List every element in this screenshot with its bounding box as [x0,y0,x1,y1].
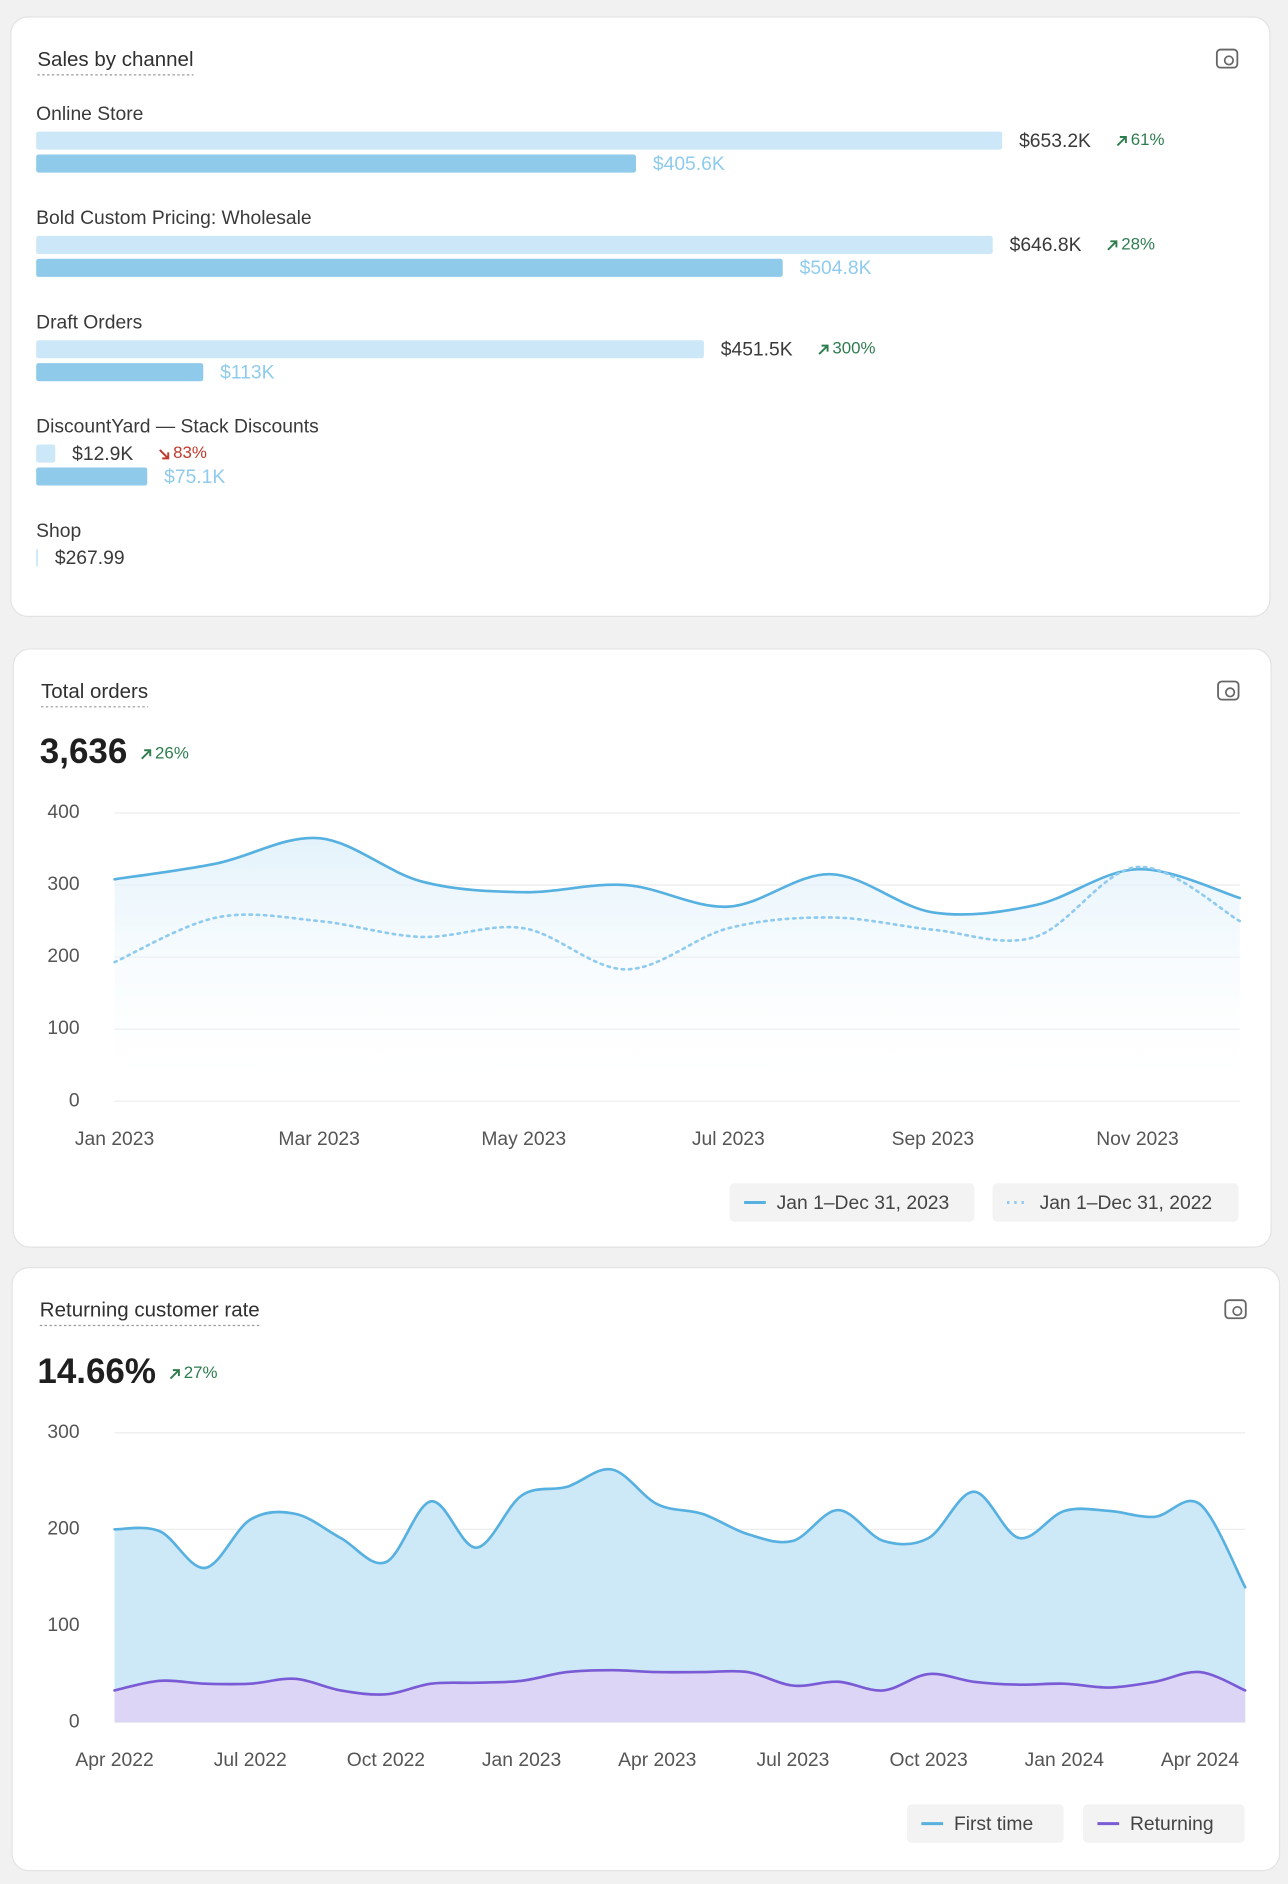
legend-item[interactable]: First time [906,1804,1064,1843]
x-tick-label: Apr 2022 [75,1750,153,1771]
legend-label: Returning [1130,1814,1214,1835]
change-arrow [818,344,829,355]
legend-label: First time [954,1814,1033,1835]
area-fill [114,1469,1246,1723]
change-arrow [141,749,152,760]
bar [36,258,783,277]
bar [36,467,148,486]
card-title: Sales by channel [37,48,193,71]
legend-box [992,1183,1239,1222]
category-label: Shop [36,521,81,542]
icon[interactable] [1224,1299,1247,1320]
change-label: 28% [1121,234,1155,253]
card-title: Total orders [41,680,148,703]
bar [36,235,993,254]
y-tick-label: 300 [47,1422,79,1443]
card [10,16,1271,617]
category-label: Draft Orders [36,312,142,333]
change-label: 26% [155,743,189,762]
value-label: $113K [220,362,274,383]
series-line [113,1668,1247,1696]
bar [36,131,1003,150]
y-tick-label: 300 [47,874,79,895]
x-tick-label: Nov 2023 [1096,1129,1179,1150]
value-label: $504.8K [800,258,872,279]
icon[interactable] [1217,680,1240,701]
x-tick-label: Sep 2023 [892,1129,975,1150]
value-label: $646.8K [1010,235,1082,256]
y-tick-label: 100 [47,1018,79,1039]
x-tick-label: Oct 2023 [889,1750,967,1771]
change-arrow [159,449,170,460]
x-tick-label: Mar 2023 [278,1129,359,1150]
area-fill [114,837,1240,1102]
change-arrow [1107,240,1118,251]
x-tick-label: Apr 2023 [618,1750,696,1771]
icon[interactable] [1215,48,1239,69]
legend-label: Jan 1–Dec 31, 2023 [777,1193,950,1214]
value-label: $75.1K [164,467,225,488]
legend-item[interactable]: Jan 1–Dec 31, 2023 [729,1183,975,1222]
bar [36,340,704,359]
value-label: $451.5K [721,340,793,361]
series-line [113,1467,1247,1589]
series-line [113,836,1242,916]
value-label: $653.2K [1019,131,1091,152]
legend-item[interactable]: Jan 1–Dec 31, 2022 [992,1183,1239,1222]
value-label: $405.6K [653,154,725,175]
y-tick-label: 200 [47,1518,79,1539]
legend-box [906,1804,1064,1843]
change-label: 300% [832,339,875,358]
value-label: $12.9K [72,444,133,465]
x-tick-label: Jul 2022 [214,1750,287,1771]
x-tick-label: Jul 2023 [756,1750,829,1771]
category-label: DiscountYard — Stack Discounts [36,417,319,438]
x-tick-label: Jul 2023 [692,1129,765,1150]
category-label: Online Store [36,104,143,125]
legend-item[interactable]: Returning [1082,1804,1245,1843]
x-tick-label: Jan 2023 [75,1129,154,1150]
y-tick-label: 200 [47,946,79,967]
total-value: 3,636 [40,732,128,771]
legend-box [729,1183,975,1222]
y-tick-label: 400 [47,802,79,823]
value-label: $267.99 [55,548,125,569]
bar [36,444,56,463]
change-arrow [169,1369,180,1380]
y-tick-label: 0 [69,1090,80,1111]
change-arrow [1116,136,1127,147]
category-label: Bold Custom Pricing: Wholesale [36,208,311,229]
change-label: 27% [184,1363,218,1382]
x-tick-label: Apr 2024 [1161,1750,1240,1771]
legend-box [1082,1804,1245,1843]
card-title: Returning customer rate [40,1298,260,1321]
bar [36,154,637,173]
x-tick-label: Jan 2024 [1025,1750,1105,1771]
x-tick-label: May 2023 [481,1129,566,1150]
bar [36,548,38,567]
y-tick-label: 100 [47,1615,79,1636]
x-tick-label: Jan 2023 [482,1750,561,1771]
x-tick-label: Oct 2022 [347,1750,425,1771]
total-value: 14.66% [37,1352,156,1391]
change-label: 61% [1131,130,1165,149]
y-tick-label: 0 [69,1711,80,1732]
area-fill [114,1670,1246,1723]
change-label: 83% [173,443,207,462]
bar [36,363,204,382]
legend-label: Jan 1–Dec 31, 2022 [1040,1193,1213,1214]
